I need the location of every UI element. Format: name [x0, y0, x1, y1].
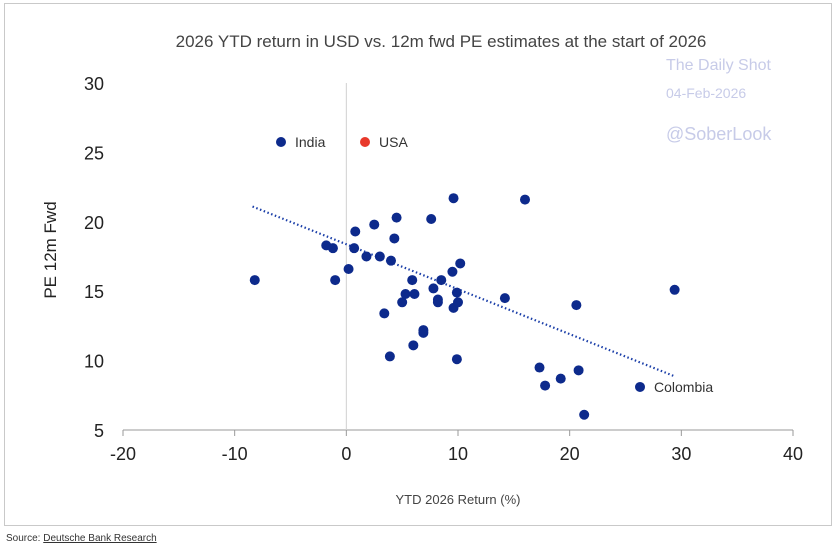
data-point	[534, 362, 545, 373]
data-point	[428, 283, 439, 294]
data-point	[361, 251, 372, 262]
data-point	[579, 409, 590, 420]
data-point	[447, 266, 458, 277]
data-point	[520, 194, 530, 205]
data-point	[451, 287, 462, 298]
data-point	[571, 300, 582, 311]
y-tick-label: 5	[94, 421, 104, 441]
data-point	[374, 251, 385, 262]
y-axis-label: PE 12m Fwd	[41, 201, 60, 298]
data-point	[432, 297, 443, 308]
data-point	[249, 275, 260, 286]
data-point	[573, 365, 584, 376]
x-tick-label: -20	[110, 444, 136, 464]
data-point	[418, 325, 429, 336]
source-note: Source: Deutsche Bank Research	[6, 533, 157, 544]
data-point	[451, 354, 462, 365]
y-tick-label: 30	[84, 74, 104, 94]
data-point	[343, 263, 354, 274]
data-point	[669, 284, 680, 295]
data-point	[635, 381, 646, 392]
source-link[interactable]: Deutsche Bank Research	[43, 533, 157, 544]
data-point	[555, 373, 566, 384]
data-point	[436, 275, 447, 286]
data-point	[369, 219, 380, 230]
data-point	[397, 297, 408, 308]
data-point	[499, 293, 510, 304]
y-tick-label: 20	[84, 213, 104, 233]
legend-marker	[276, 137, 286, 147]
watermark-date: 04-Feb-2026	[666, 85, 746, 101]
data-point	[409, 288, 420, 299]
annotation-label: Colombia	[654, 379, 713, 395]
legend-label: USA	[379, 134, 408, 150]
x-axis-label: YTD 2026 Return (%)	[396, 492, 521, 507]
data-point	[349, 243, 360, 254]
y-tick-label: 25	[84, 143, 104, 163]
x-tick-label: 10	[448, 444, 468, 464]
trendline	[252, 205, 674, 377]
data-point	[540, 380, 551, 391]
data-point	[426, 214, 437, 225]
x-tick-label: 20	[560, 444, 580, 464]
data-point	[384, 351, 395, 362]
y-tick-label: 10	[84, 352, 104, 372]
watermark-title: The Daily Shot	[666, 57, 771, 74]
chart-title: 2026 YTD return in USD vs. 12m fwd PE es…	[176, 32, 707, 51]
legend-marker	[360, 137, 370, 147]
watermark-handle: @SoberLook	[666, 124, 772, 144]
data-point	[455, 258, 466, 269]
data-point	[407, 275, 418, 286]
data-point	[327, 243, 338, 254]
scatter-chart: 2026 YTD return in USD vs. 12m fwd PE es…	[41, 32, 803, 507]
y-tick-label: 15	[84, 282, 104, 302]
x-tick-label: -10	[222, 444, 248, 464]
source-label: Source:	[6, 533, 41, 544]
x-tick-label: 0	[341, 444, 351, 464]
data-point	[391, 212, 402, 223]
data-point	[386, 255, 396, 266]
data-point	[408, 340, 419, 351]
data-point	[448, 193, 459, 204]
data-point	[330, 275, 341, 286]
x-tick-label: 30	[671, 444, 691, 464]
legend-label: India	[295, 134, 326, 150]
data-point	[389, 233, 400, 244]
data-point	[350, 226, 361, 237]
data-point	[400, 288, 411, 299]
data-point	[379, 308, 390, 319]
x-tick-label: 40	[783, 444, 803, 464]
chart-frame	[4, 3, 832, 526]
data-point	[453, 297, 463, 308]
